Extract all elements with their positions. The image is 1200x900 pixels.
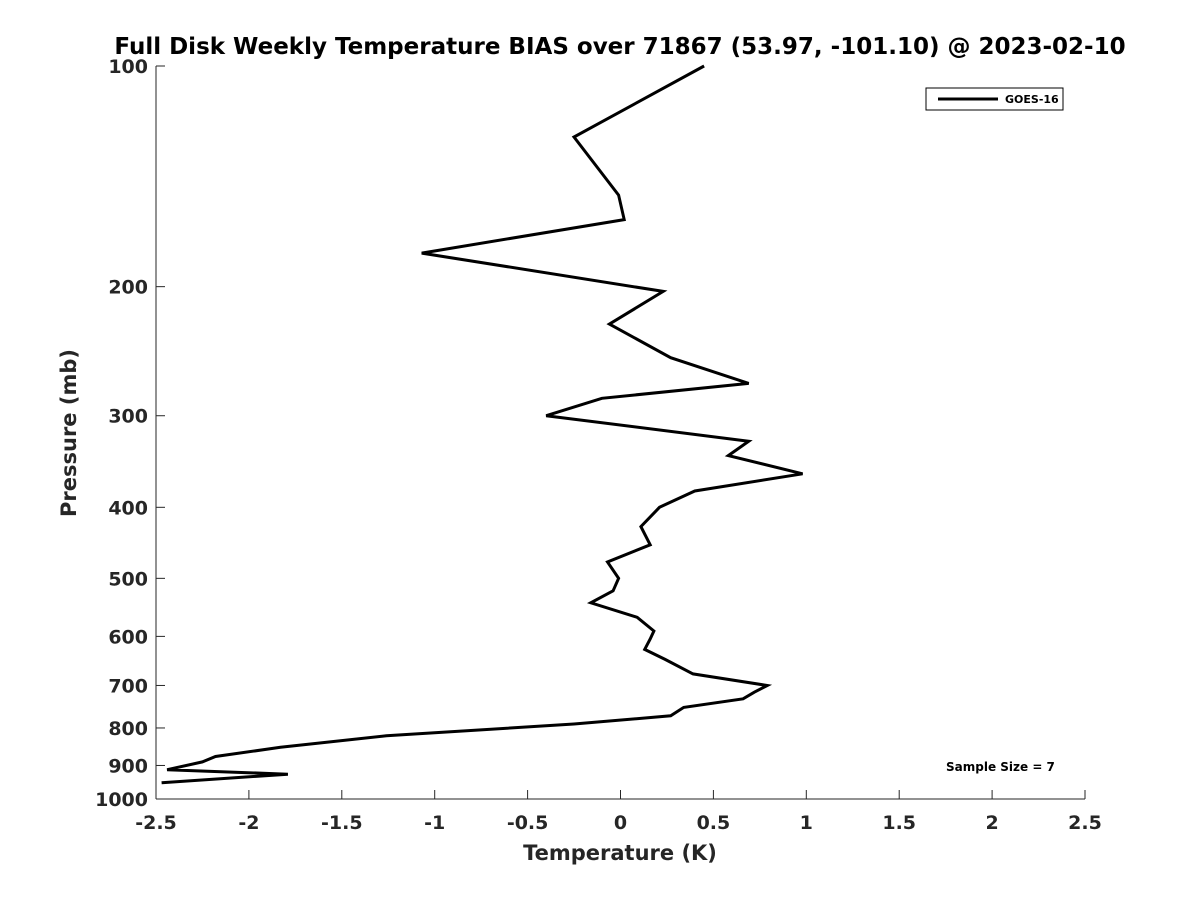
y-tick-label: 400 [108,497,148,519]
x-tick-label: -1.5 [321,812,363,834]
x-tick-label: 2 [985,812,998,834]
x-tick-label: 1.5 [882,812,916,834]
x-tick-label: 0.5 [697,812,731,834]
series-layer [161,64,803,785]
y-axis-label: Pressure (mb) [57,349,81,517]
x-tick-label: -1 [424,812,445,834]
x-tick-label: 2.5 [1068,812,1102,834]
y-tick-label: 700 [108,675,148,697]
x-tick-label: -2.5 [135,812,177,834]
x-tick-label: -0.5 [507,812,549,834]
y-axis-ticks: 100 200 300 400 500 600 700 800 900 1000 [95,56,165,811]
plot-axes [155,66,1085,800]
chart-title: Full Disk Weekly Temperature BIAS over 7… [114,34,1125,60]
y-tick-label: 800 [108,718,148,740]
y-tick-label: 900 [108,755,148,777]
x-tick-label: 0 [614,812,627,834]
x-tick-label: 1 [800,812,813,834]
y-tick-label: 100 [108,56,148,78]
x-axis-ticks: -2.5 -2 -1.5 -1 -0.5 0 0.5 1 1.5 2 2.5 [135,790,1102,834]
y-tick-label: 200 [108,277,148,299]
legend: GOES-16 [925,87,1064,111]
y-tick-label: 1000 [95,789,148,811]
y-tick-label: 300 [108,406,148,428]
series-line-goes-16 [161,64,803,785]
y-tick-label: 500 [108,568,148,590]
legend-entry-label: GOES-16 [1005,93,1059,106]
sample-size-annotation: Sample Size = 7 [946,760,1055,774]
x-axis-label: Temperature (K) [523,841,717,865]
x-tick-label: -2 [238,812,259,834]
y-tick-label: 600 [108,626,148,648]
